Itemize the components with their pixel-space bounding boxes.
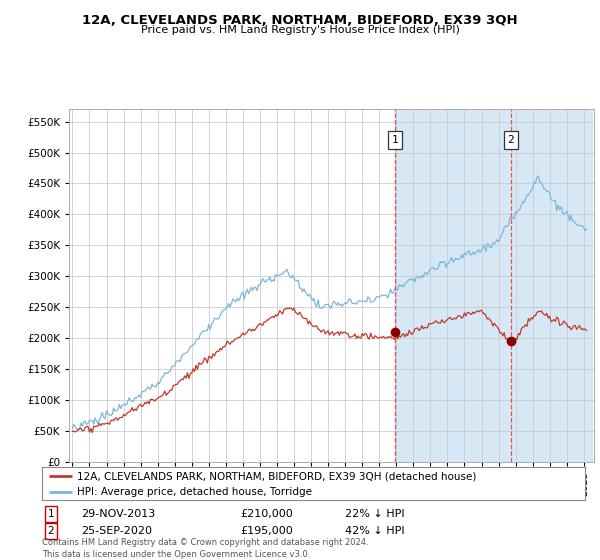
Text: £210,000: £210,000 [240, 509, 293, 519]
Text: 1: 1 [47, 509, 55, 519]
Text: 42% ↓ HPI: 42% ↓ HPI [345, 526, 404, 536]
Text: 12A, CLEVELANDS PARK, NORTHAM, BIDEFORD, EX39 3QH: 12A, CLEVELANDS PARK, NORTHAM, BIDEFORD,… [82, 14, 518, 27]
Text: HPI: Average price, detached house, Torridge: HPI: Average price, detached house, Torr… [77, 487, 312, 497]
Text: Price paid vs. HM Land Registry's House Price Index (HPI): Price paid vs. HM Land Registry's House … [140, 25, 460, 35]
Text: 1: 1 [392, 135, 398, 145]
Text: £195,000: £195,000 [240, 526, 293, 536]
Text: 29-NOV-2013: 29-NOV-2013 [81, 509, 155, 519]
Bar [395, 109, 592, 462]
Text: 2: 2 [47, 526, 55, 536]
Text: 12A, CLEVELANDS PARK, NORTHAM, BIDEFORD, EX39 3QH (detached house): 12A, CLEVELANDS PARK, NORTHAM, BIDEFORD,… [77, 471, 476, 481]
Text: 22% ↓ HPI: 22% ↓ HPI [345, 509, 404, 519]
Text: 2: 2 [508, 135, 514, 145]
Text: Contains HM Land Registry data © Crown copyright and database right 2024.
This d: Contains HM Land Registry data © Crown c… [42, 538, 368, 559]
Text: 25-SEP-2020: 25-SEP-2020 [81, 526, 152, 536]
